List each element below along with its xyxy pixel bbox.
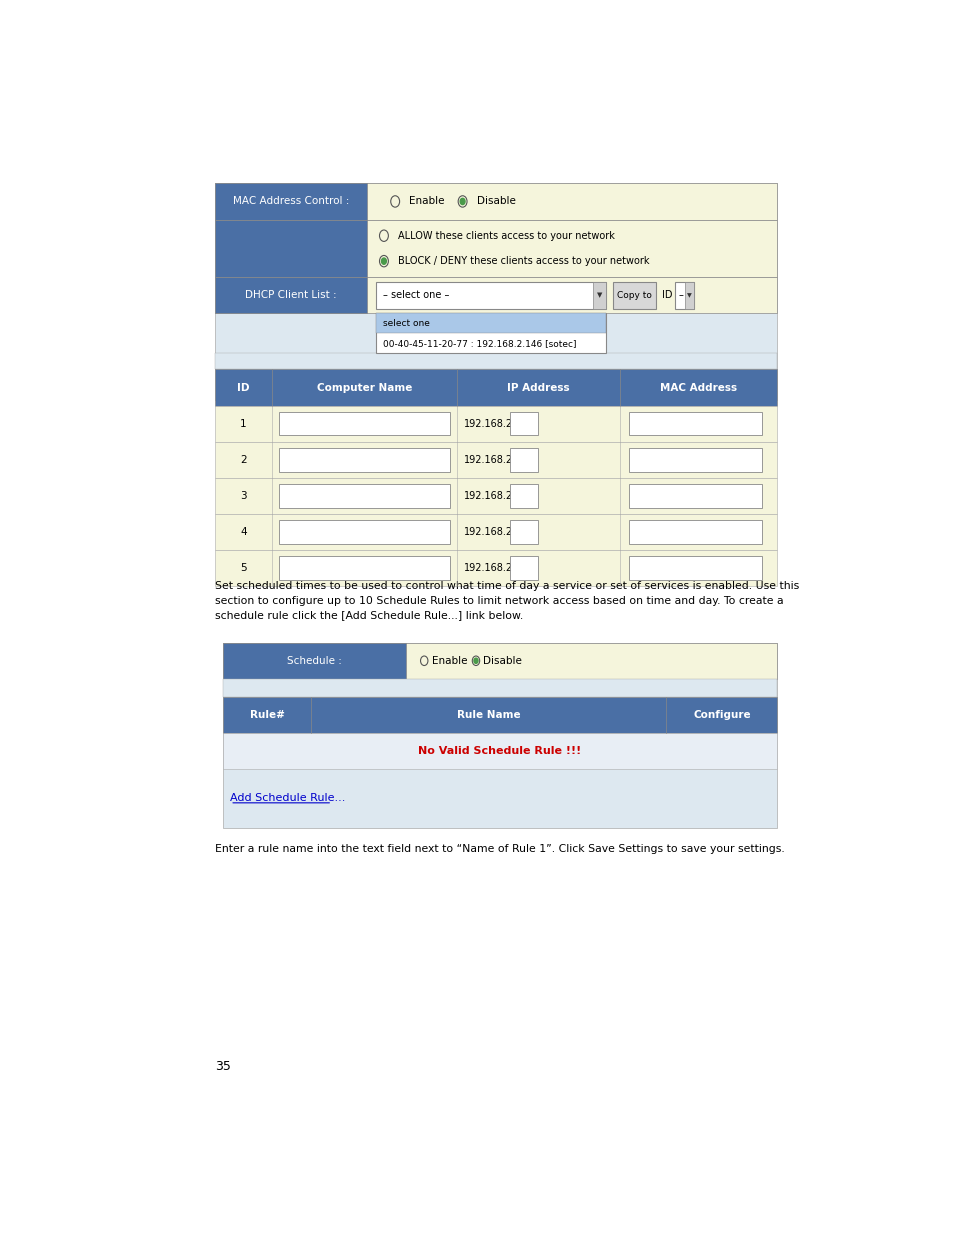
Text: 2: 2 [240, 454, 247, 464]
Bar [375, 314, 605, 333]
Bar [215, 478, 777, 514]
Text: select one: select one [382, 319, 430, 329]
Bar [215, 278, 367, 314]
Text: 192.168.2.: 192.168.2. [464, 419, 516, 429]
Text: Disable: Disable [476, 196, 515, 206]
Bar [278, 484, 449, 508]
Text: ▼: ▼ [686, 293, 691, 298]
Bar [278, 557, 449, 580]
Bar [215, 278, 777, 314]
Bar [510, 448, 537, 472]
Bar [278, 448, 449, 472]
Text: Rule Name: Rule Name [456, 710, 520, 720]
Bar [510, 412, 537, 436]
Bar [375, 282, 605, 309]
Text: ▼: ▼ [596, 293, 601, 299]
Bar [222, 642, 777, 679]
Circle shape [459, 199, 464, 205]
Text: ALLOW these clients access to your network: ALLOW these clients access to your netwo… [397, 231, 615, 241]
Text: MAC Address: MAC Address [659, 383, 737, 393]
Bar [222, 679, 777, 697]
Bar [222, 642, 777, 829]
Text: –: – [678, 290, 682, 300]
Text: 00-40-45-11-20-77 : 192.168.2.146 [sotec]: 00-40-45-11-20-77 : 192.168.2.146 [sotec… [382, 338, 576, 348]
Text: 4: 4 [240, 527, 247, 537]
Text: 192.168.2.: 192.168.2. [464, 492, 516, 501]
Bar [628, 557, 761, 580]
Text: 35: 35 [215, 1060, 231, 1072]
Text: 5: 5 [240, 563, 247, 573]
Text: ID: ID [237, 383, 250, 393]
Bar [215, 220, 367, 278]
Text: Copy to: Copy to [617, 291, 652, 300]
Text: 3: 3 [240, 492, 247, 501]
Text: BLOCK / DENY these clients access to your network: BLOCK / DENY these clients access to you… [397, 256, 649, 267]
Text: Enter a rule name into the text field next to “Name of Rule 1”. Click Save Setti: Enter a rule name into the text field ne… [215, 845, 784, 855]
Text: 192.168.2.: 192.168.2. [464, 454, 516, 464]
Bar [510, 520, 537, 543]
Text: Configure: Configure [692, 710, 750, 720]
Text: MAC Address Control :: MAC Address Control : [233, 196, 349, 206]
Text: Rule#: Rule# [250, 710, 284, 720]
Bar [510, 557, 537, 580]
Bar [215, 405, 777, 442]
Bar [222, 734, 777, 769]
Bar [278, 520, 449, 543]
Text: Disable: Disable [483, 656, 521, 666]
Text: 192.168.2.: 192.168.2. [464, 563, 516, 573]
Bar [628, 520, 761, 543]
Text: IP Address: IP Address [507, 383, 569, 393]
Bar [215, 442, 777, 478]
Bar [215, 514, 777, 550]
Circle shape [474, 658, 477, 663]
Bar [215, 183, 367, 220]
Bar [215, 183, 777, 220]
Bar [222, 697, 777, 734]
Bar [215, 183, 777, 400]
Text: Add Schedule Rule...: Add Schedule Rule... [230, 793, 345, 803]
Text: ID: ID [661, 290, 672, 300]
Text: 1: 1 [240, 419, 247, 429]
Bar [628, 484, 761, 508]
Bar [215, 353, 777, 369]
Bar [628, 412, 761, 436]
Text: Computer Name: Computer Name [316, 383, 412, 393]
Text: DHCP Client List :: DHCP Client List : [245, 290, 336, 300]
Text: Set scheduled times to be used to control what time of day a service or set of s: Set scheduled times to be used to contro… [215, 580, 799, 620]
Bar [215, 220, 777, 278]
Circle shape [381, 258, 386, 264]
Text: 192.168.2.: 192.168.2. [464, 527, 516, 537]
Bar [222, 642, 405, 679]
Bar [375, 314, 605, 353]
Bar [215, 369, 777, 405]
Bar [510, 484, 537, 508]
Bar [684, 282, 693, 309]
Text: Enable: Enable [409, 196, 444, 206]
Text: Schedule :: Schedule : [287, 656, 341, 666]
Text: Enable: Enable [431, 656, 467, 666]
Bar [628, 448, 761, 472]
Bar [613, 282, 656, 309]
Text: – select one –: – select one – [382, 290, 449, 300]
Bar [675, 282, 693, 309]
Text: No Valid Schedule Rule !!!: No Valid Schedule Rule !!! [418, 746, 581, 756]
Bar [592, 282, 605, 309]
Bar [215, 550, 777, 587]
Bar [278, 412, 449, 436]
